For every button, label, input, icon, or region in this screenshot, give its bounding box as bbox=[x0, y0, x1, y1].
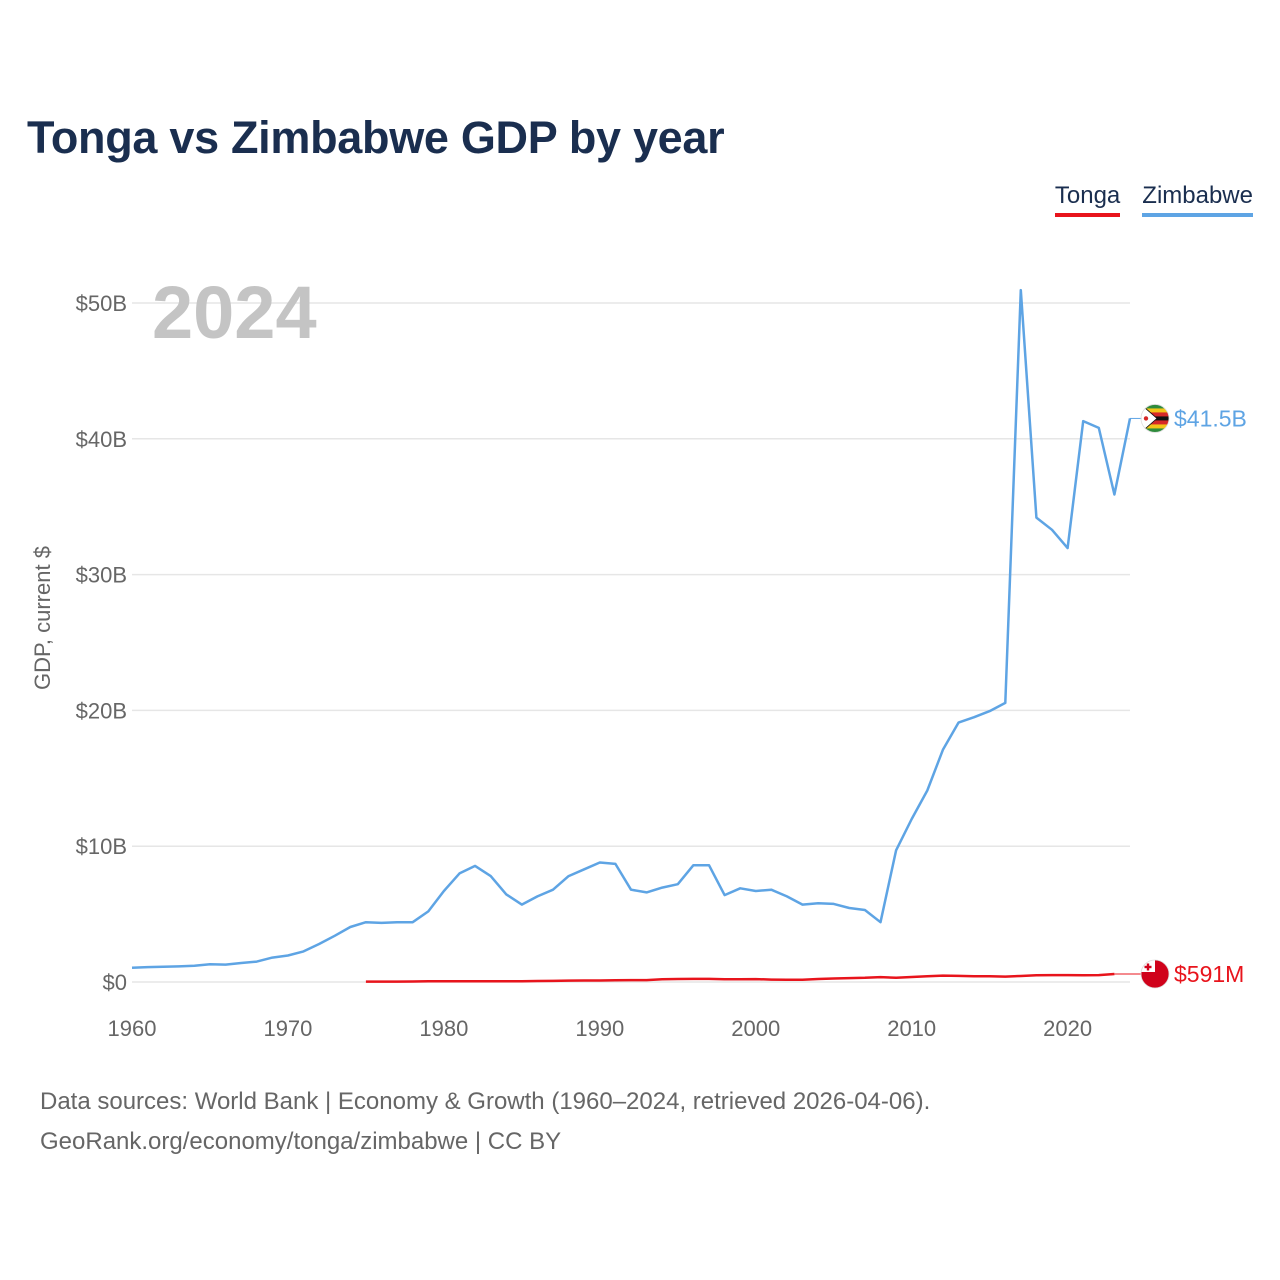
x-tick-label: 2000 bbox=[731, 1016, 780, 1041]
footer: Data sources: World Bank | Economy & Gro… bbox=[40, 1082, 930, 1162]
y-tick-label: $40B bbox=[76, 427, 127, 452]
x-tick-label: 1970 bbox=[263, 1016, 312, 1041]
tonga-flag-icon bbox=[1140, 959, 1170, 989]
chart-title: Tonga vs Zimbabwe GDP by year bbox=[27, 112, 725, 163]
data-sources-text: Data sources: World Bank | Economy & Gro… bbox=[40, 1088, 931, 1115]
chart-grid bbox=[132, 302, 1130, 983]
x-tick-label: 2020 bbox=[1043, 1016, 1092, 1041]
zimbabwe-flag-icon bbox=[1140, 404, 1170, 433]
legend-item-zimbabwe[interactable]: Zimbabwe bbox=[1142, 182, 1253, 217]
end-value-label-zimbabwe: $41.5B bbox=[1174, 405, 1247, 431]
y-tick-label: $20B bbox=[76, 698, 127, 723]
legend: Tonga Zimbabwe bbox=[1054, 182, 1253, 217]
x-tick-label: 1960 bbox=[108, 1016, 157, 1041]
x-tick-label: 2010 bbox=[887, 1016, 936, 1041]
y-tick-label: $30B bbox=[76, 563, 127, 588]
x-axis-ticks: 1960 1970 1980 1990 2000 2010 2020 bbox=[108, 1016, 1093, 1041]
end-value-label-tonga: $591M bbox=[1174, 961, 1244, 987]
y-axis-ticks: $0 $10B $20B $30B $40B $50B bbox=[76, 291, 127, 995]
series-end-markers: $591M $41.5B bbox=[1114, 404, 1247, 989]
series-line-zimbabwe[interactable] bbox=[131, 288, 1132, 969]
y-tick-label: $10B bbox=[76, 834, 127, 859]
source-url-text: GeoRank.org/economy/tonga/zimbabwe | CC … bbox=[40, 1128, 562, 1155]
legend-item-tonga[interactable]: Tonga bbox=[1054, 182, 1121, 217]
y-tick-label: $50B bbox=[76, 291, 127, 316]
series-line-tonga[interactable] bbox=[365, 972, 1115, 983]
year-watermark: 2024 bbox=[152, 271, 317, 354]
chart-series bbox=[131, 288, 1132, 983]
y-tick-label: $0 bbox=[103, 970, 127, 995]
x-tick-label: 1980 bbox=[419, 1016, 468, 1041]
y-axis-label: GDP, current $ bbox=[30, 546, 55, 690]
x-tick-label: 1990 bbox=[575, 1016, 624, 1041]
